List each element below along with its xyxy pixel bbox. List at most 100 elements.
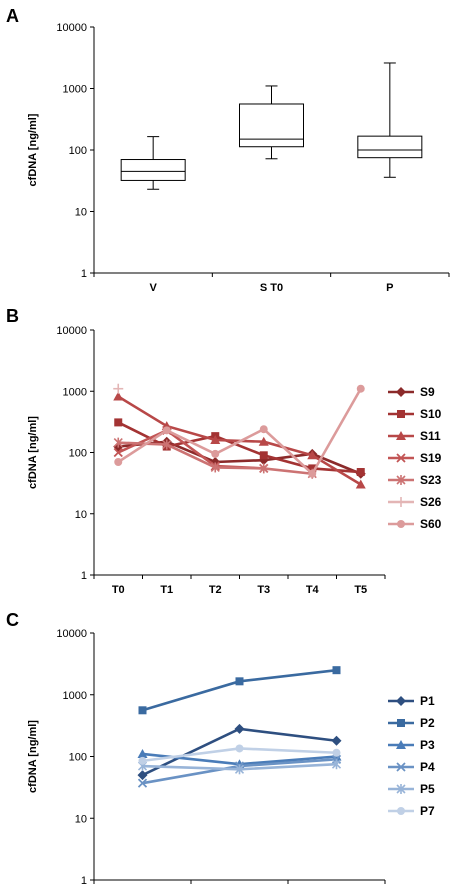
- marker-square: [356, 468, 365, 477]
- y-tick-label: 10000: [56, 628, 87, 640]
- marker-x: [396, 453, 406, 463]
- legend-label: S19: [420, 451, 442, 465]
- y-axis-title: cfDNA [ng/ml]: [27, 720, 39, 793]
- legend-label: S23: [420, 473, 442, 487]
- marker-circle: [397, 807, 405, 815]
- y-tick-label: 1: [81, 570, 87, 582]
- marker-x: [137, 778, 148, 788]
- y-tick-label: 1: [81, 875, 87, 887]
- legend-item-p7: P7: [388, 804, 435, 818]
- legend-item-p3: P3: [388, 738, 435, 752]
- legend-label: S11: [420, 429, 441, 443]
- y-tick-label: 10: [75, 813, 87, 825]
- marker-diamond: [137, 770, 148, 781]
- y-tick-label: 1000: [63, 84, 87, 96]
- legend-item-s9: S9: [388, 385, 435, 399]
- series-line: [117, 421, 361, 474]
- legend-item-s23: S23: [388, 473, 442, 487]
- panel-letter: C: [6, 610, 19, 630]
- marker-star: [396, 475, 406, 485]
- legend-label: S9: [420, 385, 435, 399]
- series-p7: [138, 744, 341, 765]
- y-tick-label: 1: [81, 268, 87, 280]
- legend-label: S60: [420, 517, 442, 531]
- marker-star: [259, 463, 269, 474]
- marker-diamond: [396, 696, 406, 706]
- marker-circle: [138, 756, 147, 765]
- y-axis-title: cfDNA [ng/ml]: [27, 113, 39, 186]
- box-iqr: [239, 103, 304, 148]
- y-tick-label: 1000: [63, 386, 87, 398]
- marker-square: [259, 451, 268, 460]
- marker-diamond: [396, 387, 406, 397]
- legend-item-s60: S60: [388, 517, 442, 531]
- marker-circle: [397, 520, 405, 528]
- marker-square: [235, 677, 244, 686]
- x-tick-label: T4: [306, 584, 320, 596]
- marker-triangle: [307, 450, 318, 460]
- x-tick-label: T5: [354, 584, 367, 596]
- marker-x: [396, 762, 406, 772]
- marker-triangle: [137, 748, 148, 758]
- legend-label: P1: [420, 694, 435, 708]
- x-tick-label: T2: [209, 584, 222, 596]
- marker-plus: [396, 497, 406, 507]
- panel-letter: B: [6, 306, 19, 326]
- marker-circle: [332, 748, 341, 757]
- marker-circle: [308, 469, 317, 478]
- series-line: [142, 668, 337, 712]
- marker-triangle: [258, 436, 269, 446]
- series-line: [117, 388, 362, 476]
- y-tick-label: 100: [69, 752, 87, 764]
- legend-label: P7: [420, 804, 435, 818]
- marker-star: [210, 462, 220, 473]
- series-p5: [137, 759, 342, 775]
- marker-x: [113, 447, 123, 458]
- y-tick-label: 100: [69, 145, 87, 157]
- legend-item-s10: S10: [388, 407, 442, 421]
- panel-b: B 1 10 100 1000 10000 cfDNA [ng/ml] T0 T1 T2 T3 T4 T…: [6, 306, 442, 596]
- box-v: [120, 136, 186, 190]
- series-line: [117, 428, 264, 470]
- y-tick-label: 10000: [56, 22, 87, 34]
- marker-square: [114, 418, 123, 427]
- x-tick-label: T3: [257, 584, 270, 596]
- legend-label: P2: [420, 716, 435, 730]
- marker-diamond: [234, 723, 245, 734]
- marker-square: [138, 706, 147, 715]
- marker-triangle: [355, 479, 366, 489]
- x-tick-label: T0: [112, 584, 125, 596]
- box-p: [357, 62, 423, 178]
- marker-triangle: [210, 434, 221, 444]
- marker-square: [397, 410, 405, 418]
- series-s60: [114, 384, 365, 478]
- marker-circle: [259, 425, 268, 434]
- legend-label: P5: [420, 782, 435, 796]
- box-iqr: [120, 159, 186, 181]
- marker-circle: [211, 449, 220, 458]
- marker-star: [234, 764, 245, 775]
- marker-star: [396, 784, 406, 794]
- marker-square: [308, 464, 317, 473]
- marker-triangle: [113, 391, 124, 401]
- legend-item-s19: S19: [388, 451, 442, 465]
- y-tick-label: 100: [69, 448, 87, 460]
- legend-item-p2: P2: [388, 716, 435, 730]
- legend-label: P3: [420, 738, 435, 752]
- legend-item-s11: S11: [388, 429, 441, 443]
- panel-a: A 1 10 100 1000 10000 cfDNA [ng/ml] V S T0 P: [6, 6, 450, 294]
- x-tick-label: V: [149, 282, 157, 294]
- x-tick-label: T1: [160, 584, 173, 596]
- series-p1: [137, 723, 342, 781]
- marker-circle: [235, 744, 244, 753]
- legend-item-s26: S26: [388, 495, 442, 509]
- series-p2: [138, 666, 341, 715]
- marker-circle: [356, 384, 365, 393]
- legend-label: S10: [420, 407, 442, 421]
- marker-square: [397, 719, 405, 727]
- box-s-t0: [239, 85, 304, 160]
- y-tick-label: 10000: [56, 325, 87, 337]
- legend-label: S26: [420, 495, 442, 509]
